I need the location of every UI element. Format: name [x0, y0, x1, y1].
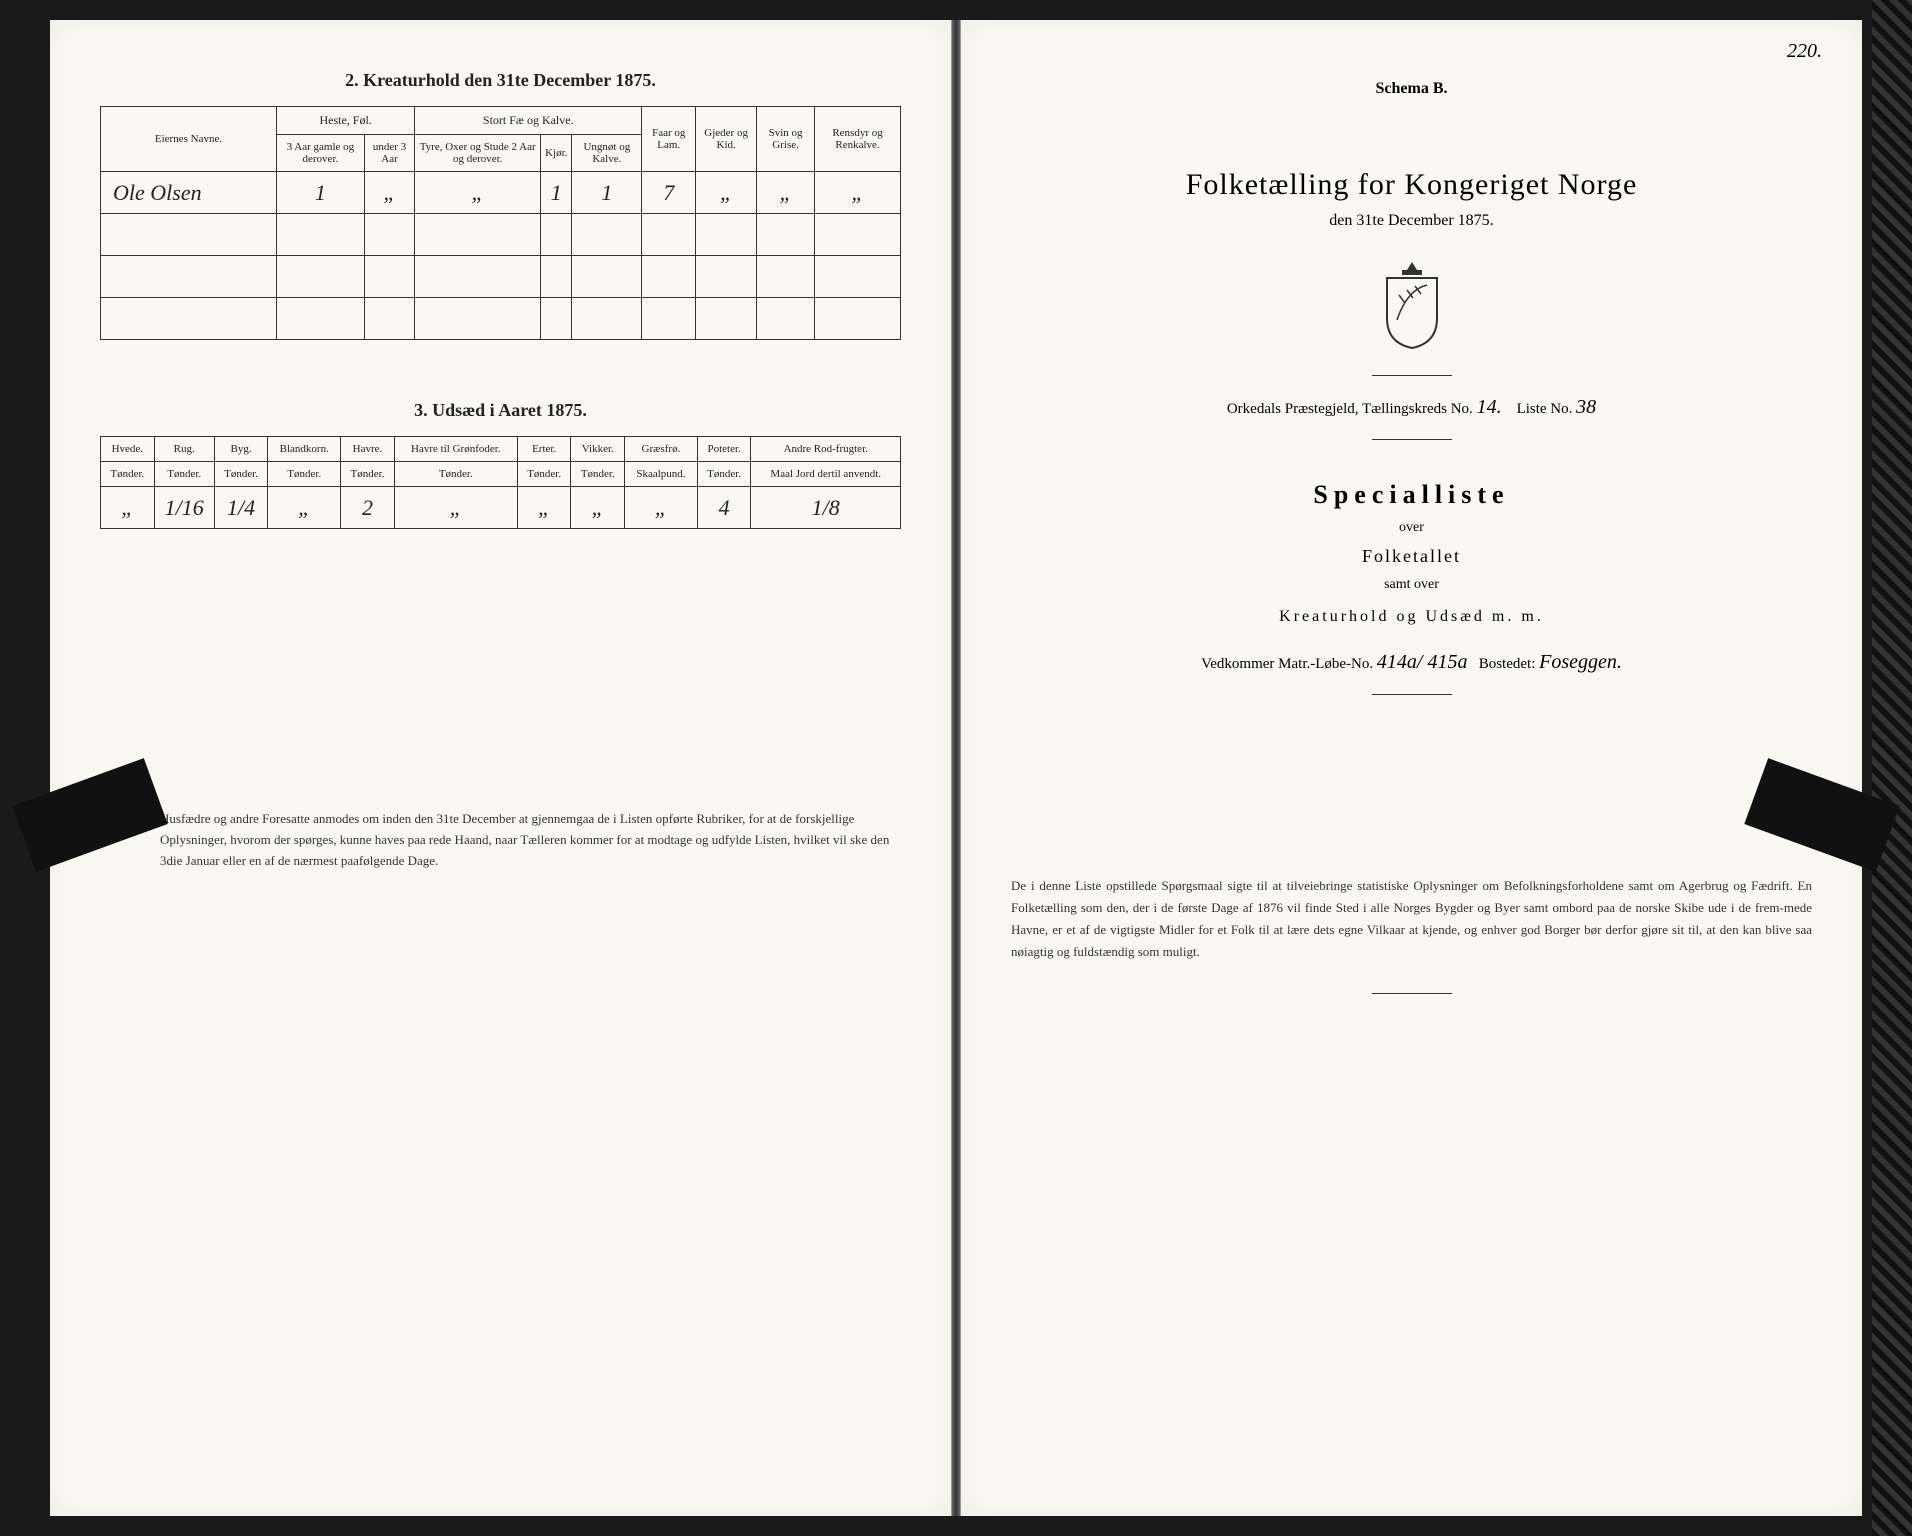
- col: Havre til Grønfoder.: [394, 437, 517, 462]
- census-date: den 31te December 1875.: [1011, 212, 1812, 230]
- schema-label: Schema B.: [1011, 80, 1812, 98]
- table-row: [101, 256, 901, 298]
- col-group-stort: Stort Fæ og Kalve.: [415, 107, 642, 135]
- book-spine: [952, 20, 960, 1516]
- cell: 1: [572, 172, 642, 214]
- livestock-table: Eiernes Navne. Heste, Føl. Stort Fæ og K…: [100, 106, 901, 340]
- col: Hvede.: [101, 437, 155, 462]
- unit: Tønder.: [697, 462, 751, 487]
- divider: [1372, 375, 1452, 376]
- cell: „: [815, 172, 901, 214]
- divider: [1372, 694, 1452, 695]
- right-footnote: De i denne Liste opstillede Spørgsmaal s…: [1011, 875, 1812, 963]
- matr-no: 414a/ 415a: [1377, 651, 1468, 673]
- specialliste-heading: Specialliste: [1011, 480, 1812, 510]
- col: Andre Rod-frugter.: [751, 437, 901, 462]
- section-3-title: 3. Udsæd i Aaret 1875.: [100, 400, 901, 421]
- unit: Tønder.: [341, 462, 395, 487]
- vedkommer-label: Vedkommer Matr.-Løbe-No.: [1201, 656, 1373, 672]
- col-faar: Faar og Lam.: [642, 107, 696, 172]
- coat-of-arms-icon: [1011, 260, 1812, 355]
- cell: „: [757, 172, 815, 214]
- vedkommer-line: Vedkommer Matr.-Løbe-No. 414a/ 415a Bost…: [1011, 651, 1812, 674]
- unit: Tønder.: [214, 462, 268, 487]
- unit: Tønder.: [571, 462, 625, 487]
- col-svin: Svin og Grise.: [757, 107, 815, 172]
- col-s3: Ungnøt og Kalve.: [572, 135, 642, 172]
- over-text: over: [1011, 520, 1812, 536]
- liste-label: Liste No.: [1517, 401, 1573, 417]
- census-title: Folketælling for Kongeriget Norge: [1011, 168, 1812, 202]
- cell: „: [394, 487, 517, 529]
- folketallet-text: Folketallet: [1011, 546, 1812, 567]
- parish-label: Orkedals Præstegjeld, Tællingskreds No.: [1227, 401, 1473, 417]
- right-page: 220. Schema B. Folketælling for Kongerig…: [960, 20, 1862, 1516]
- cell: „: [415, 172, 541, 214]
- open-book: 2. Kreaturhold den 31te December 1875. E…: [50, 20, 1862, 1516]
- kreds-no: 14.: [1477, 396, 1502, 418]
- table-row: [101, 298, 901, 340]
- binding-edge: [1872, 0, 1912, 1536]
- col-s2: Kjør.: [541, 135, 572, 172]
- bostedet-name: Foseggen.: [1539, 651, 1622, 673]
- liste-no: 38: [1576, 396, 1596, 418]
- cell: „: [364, 172, 415, 214]
- col: Havre.: [341, 437, 395, 462]
- col-group-heste: Heste, Føl.: [277, 107, 415, 135]
- cell: 1: [277, 172, 365, 214]
- cell: 1/4: [214, 487, 268, 529]
- table-row: „ 1/16 1/4 „ 2 „ „ „ „ 4 1/8: [101, 487, 901, 529]
- cell: 1/16: [154, 487, 214, 529]
- unit: Skaalpund.: [625, 462, 698, 487]
- cell: „: [625, 487, 698, 529]
- footnote-text: Husfædre og andre Foresatte anmodes om i…: [160, 809, 901, 871]
- owner-name: Ole Olsen: [101, 172, 277, 214]
- unit: Tønder.: [101, 462, 155, 487]
- divider: [1372, 439, 1452, 440]
- cell: „: [571, 487, 625, 529]
- cell: 2: [341, 487, 395, 529]
- cell: „: [696, 172, 757, 214]
- samt-text: samt over: [1011, 577, 1812, 593]
- left-footnote: ☞ Husfædre og andre Foresatte anmodes om…: [100, 809, 901, 871]
- cell: 1/8: [751, 487, 901, 529]
- unit: Tønder.: [154, 462, 214, 487]
- col-h2: under 3 Aar: [364, 135, 415, 172]
- unit: Tønder.: [394, 462, 517, 487]
- cell: „: [517, 487, 571, 529]
- unit: Tønder.: [268, 462, 341, 487]
- cell: „: [268, 487, 341, 529]
- col-owner: Eiernes Navne.: [101, 107, 277, 172]
- seed-table: Hvede. Rug. Byg. Blandkorn. Havre. Havre…: [100, 436, 901, 529]
- cell: „: [101, 487, 155, 529]
- col-ren: Rensdyr og Renkalve.: [815, 107, 901, 172]
- table-row: Ole Olsen 1 „ „ 1 1 7 „ „ „: [101, 172, 901, 214]
- col: Blandkorn.: [268, 437, 341, 462]
- col: Vikker.: [571, 437, 625, 462]
- kreaturhold-text: Kreaturhold og Udsæd m. m.: [1011, 608, 1812, 626]
- col-gjed: Gjeder og Kid.: [696, 107, 757, 172]
- section-2-title: 2. Kreaturhold den 31te December 1875.: [100, 70, 901, 91]
- table-row: [101, 214, 901, 256]
- cell: 7: [642, 172, 696, 214]
- unit: Maal Jord dertil anvendt.: [751, 462, 901, 487]
- cell: 4: [697, 487, 751, 529]
- col-s1: Tyre, Oxer og Stude 2 Aar og derover.: [415, 135, 541, 172]
- parish-line: Orkedals Præstegjeld, Tællingskreds No. …: [1011, 396, 1812, 419]
- bostedet-label: Bostedet:: [1479, 656, 1536, 672]
- col: Rug.: [154, 437, 214, 462]
- unit: Tønder.: [517, 462, 571, 487]
- col: Byg.: [214, 437, 268, 462]
- cell: 1: [541, 172, 572, 214]
- page-number: 220.: [1787, 40, 1822, 63]
- col-h1: 3 Aar gamle og derover.: [277, 135, 365, 172]
- col: Poteter.: [697, 437, 751, 462]
- col: Erter.: [517, 437, 571, 462]
- divider: [1372, 993, 1452, 994]
- col: Græsfrø.: [625, 437, 698, 462]
- left-page: 2. Kreaturhold den 31te December 1875. E…: [50, 20, 952, 1516]
